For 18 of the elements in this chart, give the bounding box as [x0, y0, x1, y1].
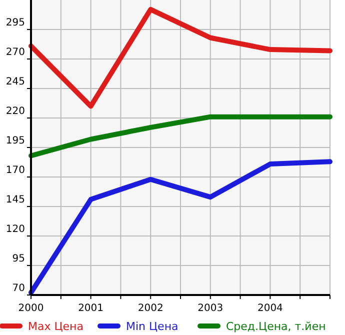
x-tick-label: 2003 — [198, 303, 224, 314]
y-tick-label: 195 — [6, 136, 25, 146]
x-tick-label: 2002 — [138, 303, 164, 314]
x-tick-label: 2000 — [18, 303, 44, 314]
y-tick-label: 95 — [12, 254, 25, 264]
x-tick-label: 2001 — [78, 303, 104, 314]
y-tick-label: 270 — [6, 47, 25, 58]
y-tick-label: 220 — [6, 106, 25, 117]
legend-label: Сред.Цена, т.йен — [226, 320, 326, 333]
y-tick-label: 70 — [12, 283, 25, 294]
y-tick-label: 120 — [6, 224, 25, 235]
y-tick-label: 295 — [6, 18, 25, 28]
y-tick-label: 145 — [6, 194, 25, 206]
legend-label: Max Цена — [28, 320, 84, 333]
x-tick-label: 2004 — [257, 303, 283, 314]
legend-label: Min Цена — [126, 320, 178, 333]
y-tick-label: 170 — [6, 165, 25, 176]
y-tick-label: 245 — [6, 76, 25, 88]
